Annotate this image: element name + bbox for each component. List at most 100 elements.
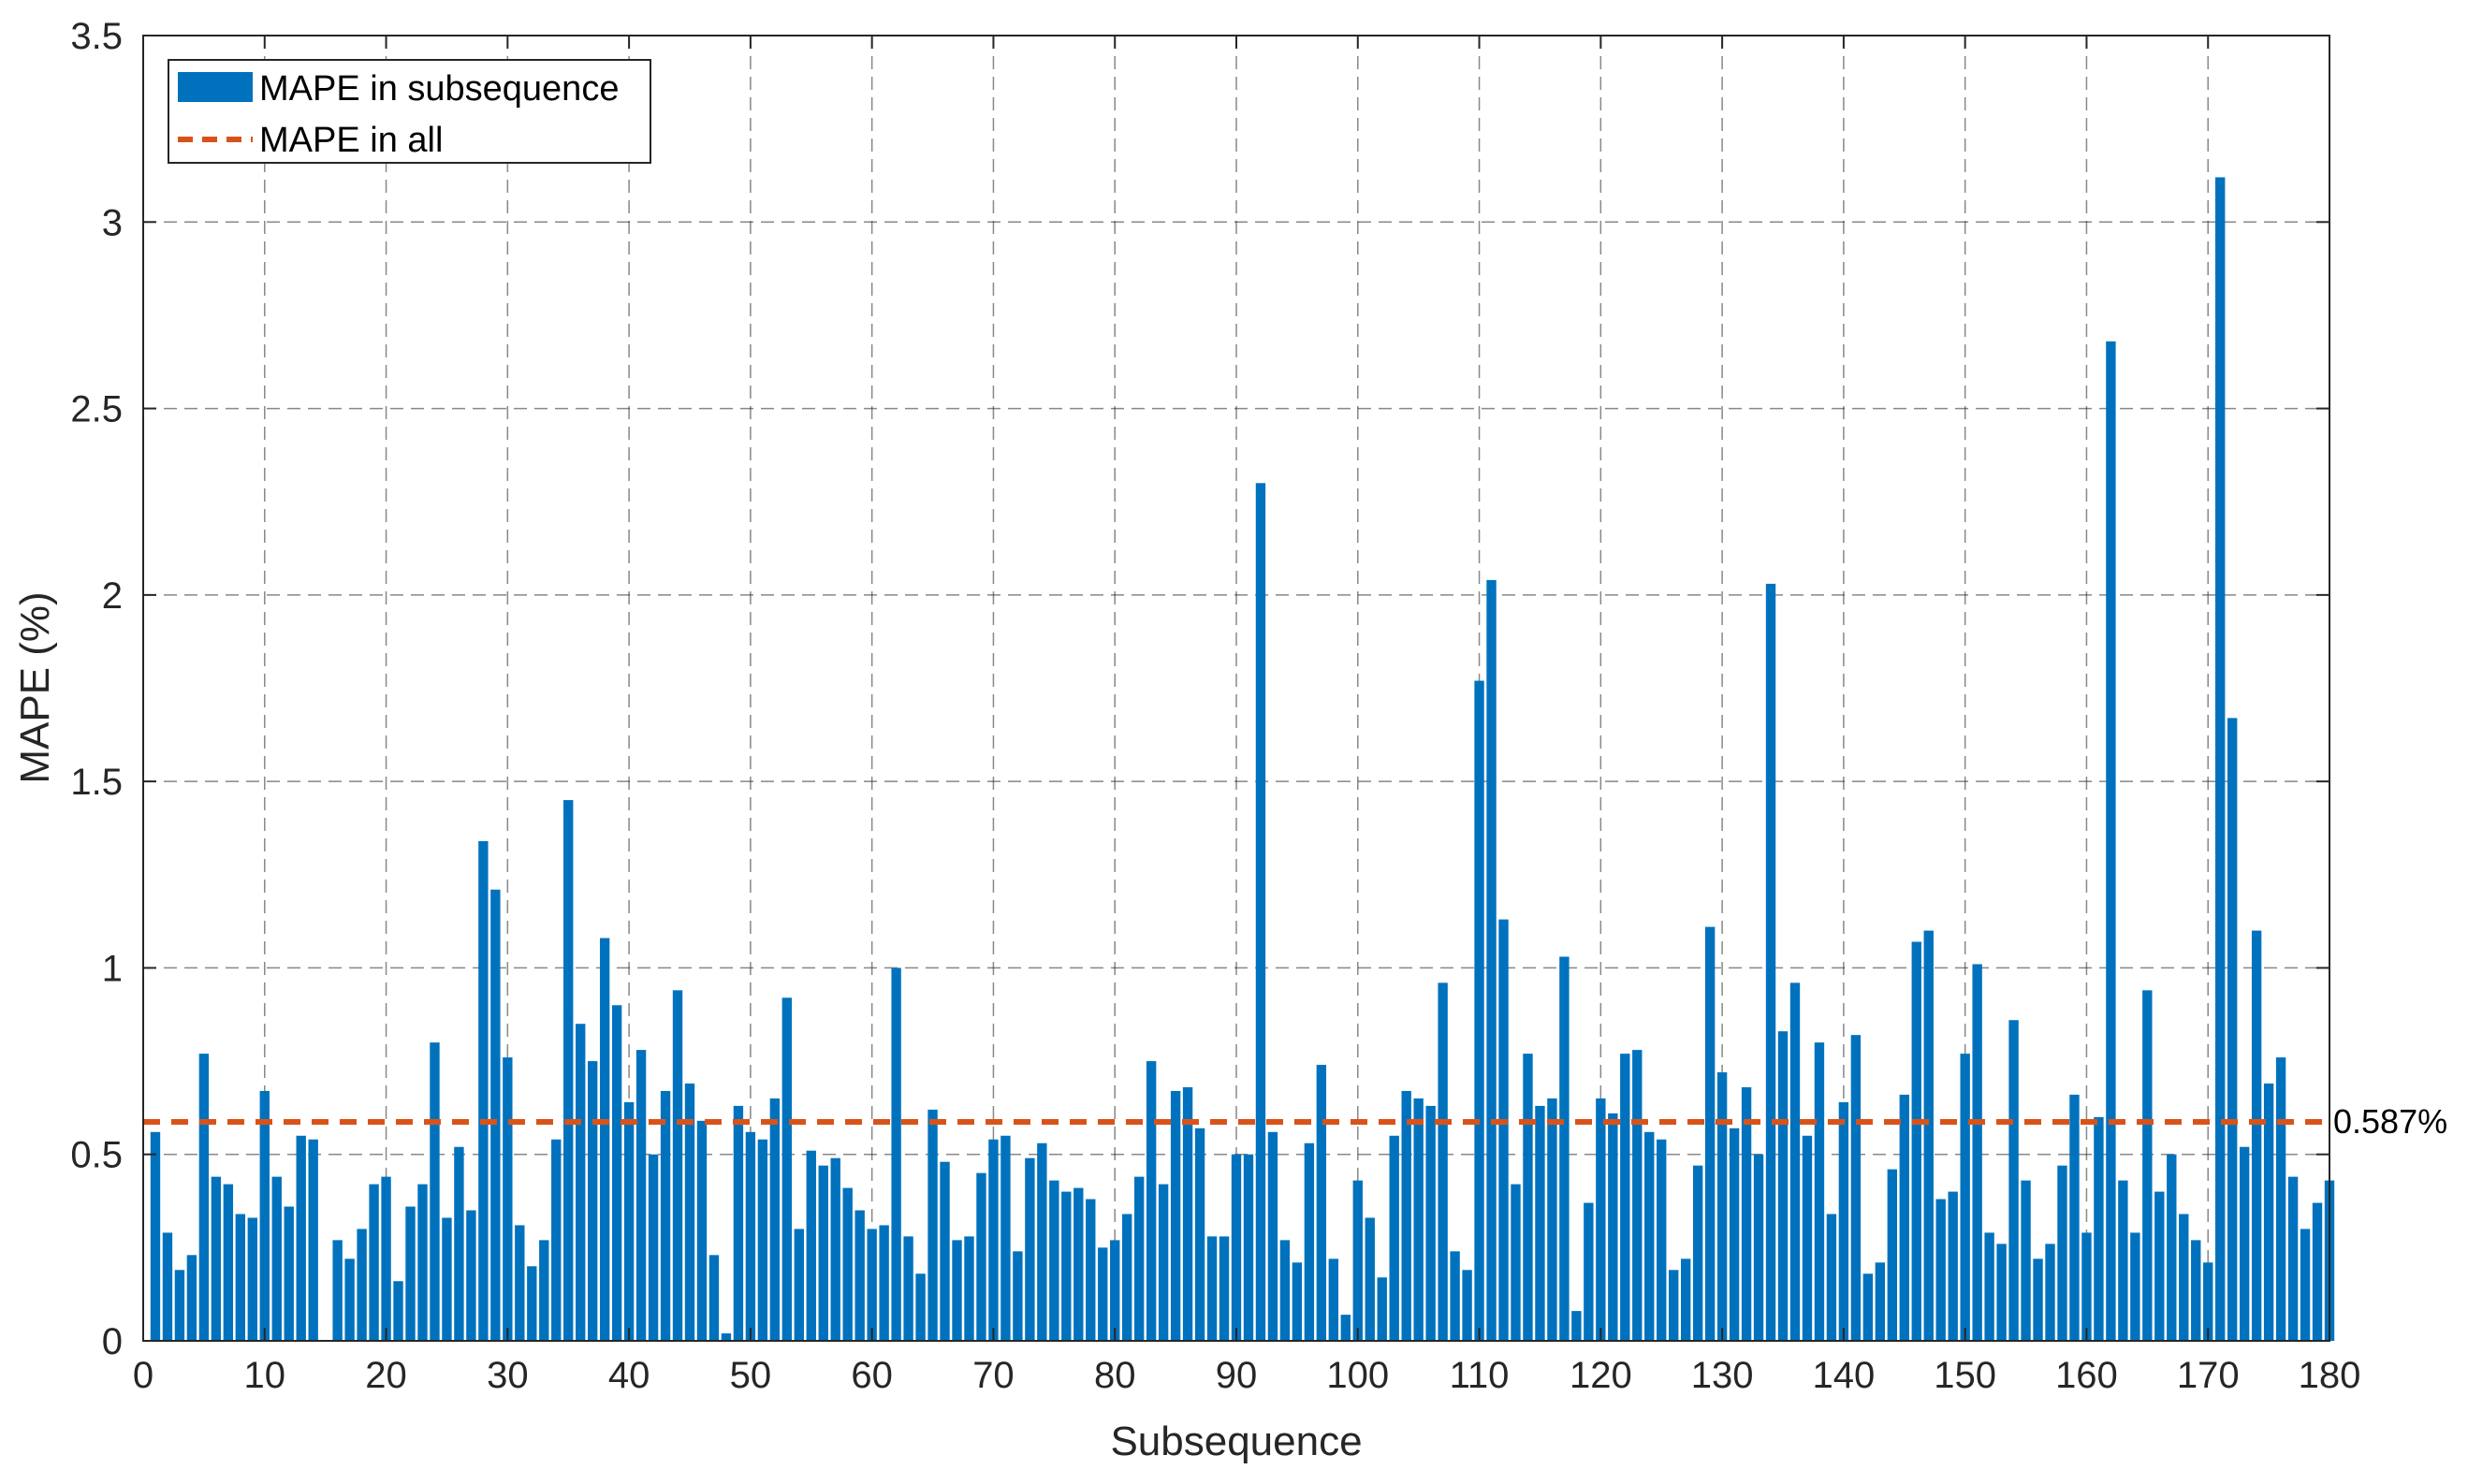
bar-178 — [2300, 1229, 2311, 1341]
bar-8 — [235, 1214, 246, 1341]
bar-56 — [818, 1165, 828, 1341]
bar-157 — [2045, 1244, 2055, 1341]
bar-57 — [830, 1157, 840, 1341]
bar-120 — [1596, 1098, 1606, 1341]
bar-54 — [794, 1229, 804, 1341]
bar-108 — [1450, 1251, 1460, 1341]
bar-11 — [271, 1176, 282, 1341]
bar-118 — [1571, 1311, 1582, 1341]
bar-88 — [1206, 1236, 1218, 1341]
bar-164 — [2130, 1232, 2140, 1341]
bar-146 — [1911, 941, 1921, 1341]
bar-104 — [1401, 1090, 1411, 1341]
x-tick-label: 160 — [2055, 1355, 2118, 1396]
bar-129 — [1704, 926, 1716, 1341]
bar-28 — [478, 840, 489, 1341]
bar-100 — [1352, 1180, 1363, 1341]
x-tick-label: 30 — [487, 1355, 529, 1396]
bar-91 — [1243, 1154, 1254, 1341]
bar-58 — [842, 1187, 853, 1341]
bar-110 — [1474, 680, 1484, 1341]
bar-41 — [635, 1050, 647, 1341]
bar-121 — [1608, 1113, 1618, 1341]
bar-165 — [2142, 990, 2153, 1341]
y-tick-label: 3 — [102, 202, 123, 243]
bar-52 — [769, 1098, 781, 1341]
bar-22 — [405, 1206, 416, 1341]
bar-35 — [563, 800, 574, 1341]
x-tick-label: 60 — [851, 1355, 893, 1396]
bar-149 — [1948, 1191, 1958, 1341]
bar-20 — [381, 1176, 391, 1341]
bar-137 — [1802, 1135, 1813, 1341]
bar-83 — [1146, 1061, 1157, 1341]
bar-26 — [454, 1146, 464, 1341]
bar-135 — [1777, 1031, 1789, 1341]
bar-51 — [757, 1139, 768, 1341]
bar-32 — [527, 1266, 537, 1341]
bar-161 — [2094, 1116, 2104, 1341]
bar-50 — [745, 1131, 756, 1341]
bar-105 — [1413, 1098, 1424, 1341]
bar-167 — [2167, 1154, 2177, 1341]
bar-147 — [1923, 930, 1934, 1341]
bar-99 — [1340, 1315, 1351, 1341]
bar-1 — [150, 1131, 161, 1341]
bar-160 — [2081, 1232, 2092, 1341]
bar-47 — [708, 1255, 720, 1341]
bar-163 — [2118, 1180, 2128, 1341]
bar-158 — [2057, 1165, 2067, 1341]
bar-87 — [1194, 1128, 1205, 1341]
bar-49 — [733, 1105, 744, 1341]
bar-21 — [393, 1281, 403, 1341]
bar-63 — [903, 1236, 913, 1341]
bar-123 — [1632, 1050, 1643, 1341]
bar-62 — [891, 968, 901, 1341]
bar-174 — [2251, 930, 2262, 1341]
bar-132 — [1741, 1086, 1752, 1341]
bar-34 — [551, 1139, 562, 1341]
bar-122 — [1620, 1054, 1630, 1341]
bar-78 — [1086, 1199, 1096, 1341]
bar-177 — [2287, 1176, 2299, 1341]
x-tick-label: 180 — [2299, 1355, 2361, 1396]
bar-134 — [1765, 583, 1776, 1341]
bar-130 — [1716, 1072, 1728, 1341]
bar-144 — [1887, 1169, 1897, 1341]
bar-84 — [1158, 1184, 1169, 1341]
bar-60 — [867, 1229, 877, 1341]
bar-24 — [430, 1042, 440, 1341]
bar-166 — [2154, 1191, 2165, 1341]
bar-2 — [162, 1232, 173, 1341]
bar-25 — [442, 1217, 452, 1341]
legend-bar-swatch — [178, 72, 253, 102]
y-axis-title: MAPE (%) — [12, 591, 58, 783]
bar-48 — [721, 1333, 732, 1341]
bar-68 — [964, 1236, 974, 1341]
bar-168 — [2179, 1214, 2189, 1341]
bar-92 — [1255, 483, 1266, 1341]
bar-145 — [1899, 1094, 1909, 1341]
bar-141 — [1850, 1035, 1862, 1341]
x-tick-label: 80 — [1094, 1355, 1136, 1396]
bar-140 — [1838, 1101, 1849, 1341]
bar-128 — [1692, 1165, 1703, 1341]
bar-138 — [1814, 1042, 1825, 1341]
bar-131 — [1729, 1128, 1740, 1341]
bar-175 — [2263, 1083, 2274, 1341]
bar-31 — [515, 1225, 525, 1341]
y-tick-label: 2.5 — [70, 389, 123, 430]
y-tick-label: 1.5 — [70, 762, 123, 803]
bar-93 — [1267, 1131, 1278, 1341]
bar-115 — [1535, 1105, 1545, 1341]
bar-159 — [2069, 1094, 2080, 1341]
bar-136 — [1789, 982, 1801, 1341]
bar-90 — [1231, 1154, 1242, 1341]
bar-9 — [247, 1217, 257, 1341]
bar-117 — [1559, 956, 1570, 1341]
bar-33 — [539, 1240, 549, 1341]
bar-23 — [417, 1184, 428, 1341]
grid-lines — [143, 36, 2329, 1341]
bar-59 — [854, 1210, 865, 1341]
